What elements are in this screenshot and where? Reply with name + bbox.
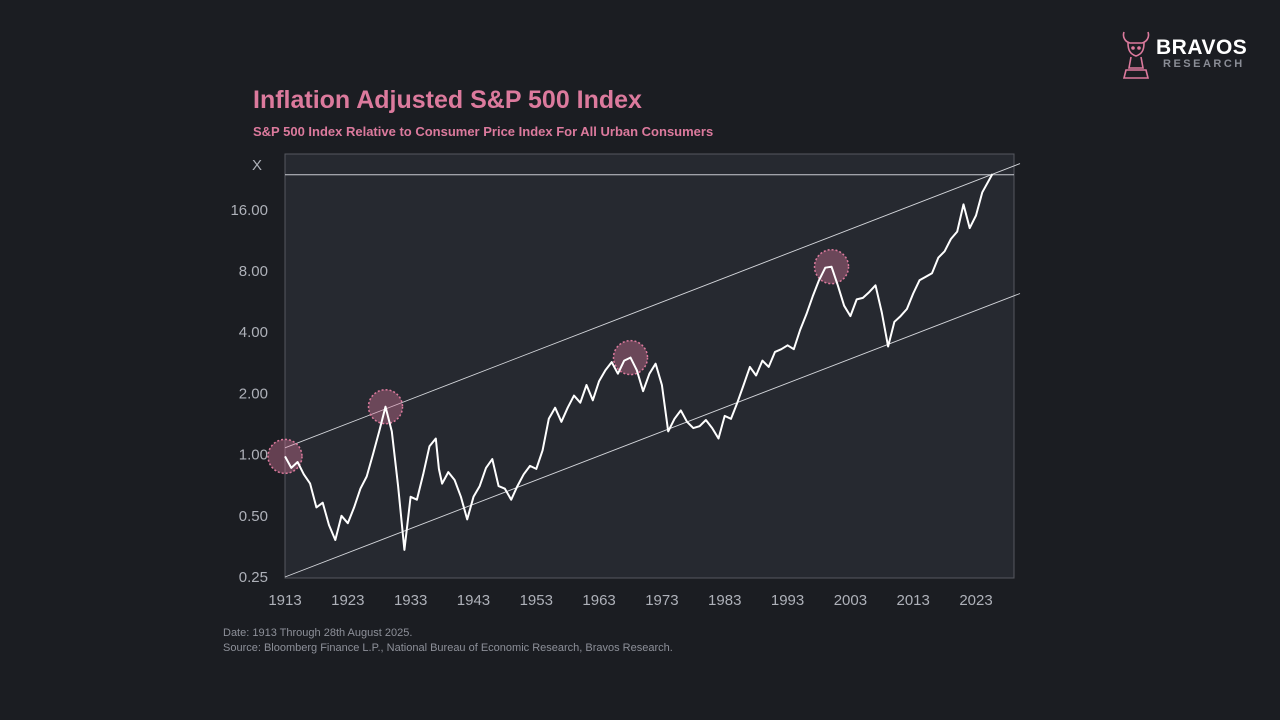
series-line [284,173,994,551]
bull-icon [1122,31,1150,79]
brand-name: BRAVOS [1156,36,1248,59]
x-tick-label: 1973 [645,592,678,609]
footnote-date: Date: 1913 Through 28th August 2025. [223,627,413,639]
brand-subtitle: RESEARCH [1163,58,1245,70]
brand-logo: BRAVOS RESEARCH [1118,26,1258,82]
plot-area [284,153,1015,579]
y-tick-label: 16.00 [230,202,268,219]
x-tick-label: 1993 [771,592,804,609]
y-tick-label: 0.50 [239,508,268,525]
x-axis: 1913 1923 1933 1943 1953 1963 1973 1983 1993 2003… [268,592,992,609]
x-tick-label: 1953 [520,592,553,609]
y-tick-label: 2.00 [239,385,268,402]
y-tick-label: 8.00 [239,263,268,280]
x-tick-label: 2023 [959,592,992,609]
upper-trend-line [284,163,1021,449]
x-tick-label: 2003 [834,592,867,609]
x-tick-label: 1923 [331,592,364,609]
x-tick-label: 1913 [268,592,301,609]
chart-title: Inflation Adjusted S&P 500 Index [253,86,642,114]
y-tick-label: 4.00 [239,324,268,341]
y-tick-label: 1.00 [239,447,268,464]
y-axis: 0.25 0.50 1.00 2.00 4.00 8.00 16.00 [230,202,268,586]
y-tick-label: 0.25 [239,569,268,586]
peak-marker [267,438,303,475]
x-tick-label: 1983 [708,592,741,609]
chart-subtitle: S&P 500 Index Relative to Consumer Price… [253,124,714,139]
x-tick-label: 1943 [457,592,490,609]
x-tick-label: 2013 [897,592,930,609]
x-tick-label: 1933 [394,592,427,609]
y-axis-label: X [252,157,262,174]
peak-markers [267,248,850,475]
footnote-source: Source: Bloomberg Finance L.P., National… [223,642,673,654]
x-tick-label: 1963 [582,592,615,609]
